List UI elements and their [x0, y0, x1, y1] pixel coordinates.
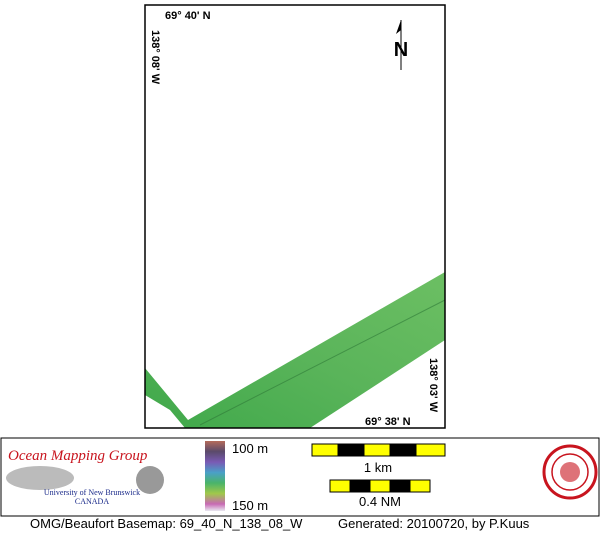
university: University of New Brunswick [44, 488, 140, 497]
north-arrow-head [396, 20, 401, 34]
lon-label: 138° 08' W [149, 30, 161, 85]
logo-relief [136, 466, 164, 494]
scale-segment [337, 443, 365, 457]
scale-segment [389, 479, 411, 493]
depth-label: 150 m [232, 498, 268, 513]
scale-segment [349, 479, 371, 493]
seal-logo [560, 462, 580, 482]
footer-generated: Generated: 20100720, by P.Kuus [338, 516, 530, 531]
nodata-area [145, 395, 185, 428]
scale-segment [369, 479, 391, 493]
scale-segment [329, 479, 351, 493]
map-border [144, 4, 446, 429]
lat-label: 69° 38' N [365, 416, 411, 428]
scale-segment [311, 443, 339, 457]
depth-label: 100 m [232, 441, 268, 456]
scale-segment [415, 443, 446, 457]
logo-relief [6, 466, 74, 490]
bathymetry-swath [145, 272, 445, 428]
lat-label: 69° 40' N [165, 10, 211, 22]
legend-panel [0, 437, 600, 517]
scale-segment [389, 443, 417, 457]
depth-color-bar [205, 441, 225, 511]
north-label: N [394, 39, 408, 61]
lon-label: 138° 03' W [427, 358, 439, 413]
country: CANADA [75, 497, 109, 506]
seal-logo [551, 453, 589, 491]
scale-bar-nm [329, 479, 431, 493]
scale-label: 1 km [364, 460, 392, 475]
scale-segment [363, 443, 391, 457]
scale-label: 0.4 NM [359, 494, 401, 509]
scale-bar-km [311, 443, 446, 457]
swath-track [199, 299, 446, 426]
organization: Ocean Mapping Group [8, 448, 148, 464]
scale-segment [409, 479, 431, 493]
footer-basemap: OMG/Beaufort Basemap: 69_40_N_138_08_W [30, 516, 303, 531]
